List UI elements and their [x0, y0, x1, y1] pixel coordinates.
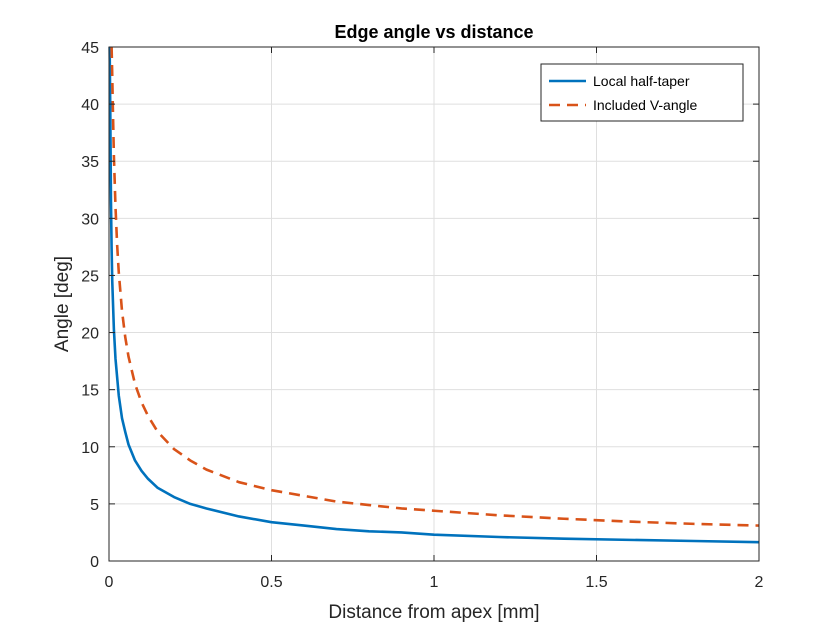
legend-label-included-v-angle: Included V-angle: [593, 97, 698, 113]
y-tick-label: 45: [81, 40, 99, 57]
x-tick-label: 2: [755, 574, 764, 591]
legend-box: [540, 63, 744, 122]
x-tick-label: 0.5: [260, 574, 282, 591]
x-tick-label: 1: [430, 574, 439, 591]
y-tick-label: 30: [81, 211, 99, 228]
chart-title: Edge angle vs distance: [334, 22, 533, 42]
y-axis-label: Angle [deg]: [52, 256, 73, 352]
x-axis-label: Distance from apex [mm]: [328, 602, 539, 623]
y-tick-label: 40: [81, 97, 99, 114]
y-tick-label: 10: [81, 440, 99, 457]
y-tick-label: 5: [90, 497, 99, 514]
legend-label-local-half-taper: Local half-taper: [593, 73, 690, 89]
x-tick-label: 1.5: [585, 574, 607, 591]
y-tick-label: 15: [81, 383, 99, 400]
y-tick-label: 20: [81, 326, 99, 343]
y-tick-label: 0: [90, 554, 99, 571]
series-line-local-half-taper: [108, 46, 760, 544]
x-tick-label: 0: [105, 574, 114, 591]
y-tick-label: 25: [81, 268, 99, 285]
y-tick-label: 35: [81, 154, 99, 171]
series-layer: [108, 46, 760, 544]
series-line-included-v-angle: [110, 46, 760, 527]
legend: Local half-taper Included V-angle: [540, 63, 744, 122]
